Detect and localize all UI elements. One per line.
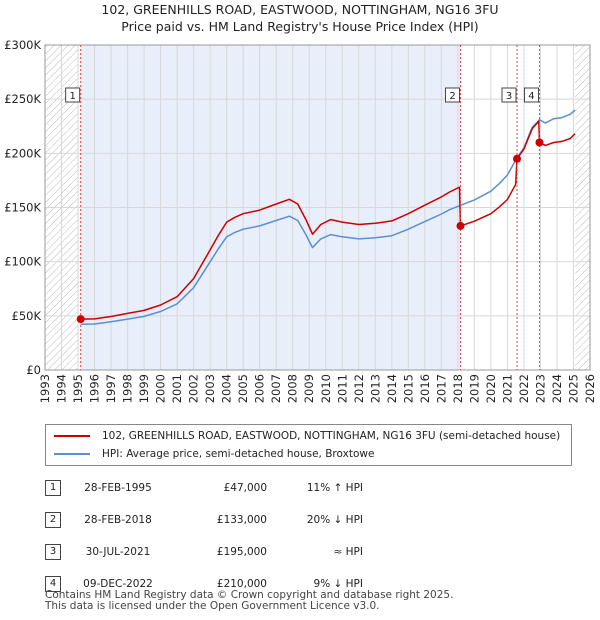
x-tick-label: 2013 (368, 374, 382, 403)
x-tick-label: 2011 (335, 374, 349, 403)
sale-number: 2 (45, 512, 61, 528)
sale-date: 09-DEC-2022 (83, 578, 153, 590)
sale-number: 4 (45, 576, 61, 592)
x-tick-label: 1999 (137, 374, 151, 403)
y-tick-label: £150K (4, 201, 41, 215)
footer-copyright: Contains HM Land Registry data © Crown c… (45, 589, 454, 601)
y-tick-label: £100K (4, 255, 41, 269)
x-tick-label: 1995 (71, 374, 85, 403)
sale-price: £210,000 (216, 578, 267, 590)
chart-title: 102, GREENHILLS ROAD, EASTWOOD, NOTTINGH… (101, 2, 499, 17)
sale-hpi: 20% ↓ HPI (306, 514, 363, 526)
sale-price: £133,000 (216, 514, 267, 526)
y-tick-label: £200K (4, 146, 41, 160)
sale-point (456, 221, 465, 230)
legend-swatch-price-paid (54, 435, 90, 437)
x-tick-label: 2015 (401, 374, 415, 403)
x-tick-label: 2024 (550, 374, 564, 403)
sale-price: £47,000 (223, 482, 267, 494)
x-tick-label: 1998 (121, 374, 135, 403)
x-tick-label: 2000 (154, 374, 168, 403)
sale-point (76, 315, 85, 324)
chart-subtitle: Price paid vs. HM Land Registry's House … (121, 19, 479, 34)
table-row: 1 28-FEB-1995 £47,000 11% ↑ HPI (45, 472, 363, 504)
x-tick-label: 2025 (566, 374, 580, 403)
x-tick-label: 2021 (500, 374, 514, 403)
x-tick-label: 2006 (253, 374, 267, 403)
x-tick-label: 1997 (104, 374, 118, 403)
x-tick-label: 1994 (55, 374, 69, 403)
x-tick-label: 2008 (286, 374, 300, 403)
x-tick-label: 2009 (302, 374, 316, 403)
sale-label-box (523, 87, 539, 103)
x-tick-label: 2004 (220, 374, 234, 403)
sale-label: 1 (69, 91, 75, 102)
x-tick-label: 2003 (203, 374, 217, 403)
x-tick-label: 2022 (517, 374, 531, 403)
footer: Contains HM Land Registry data © Crown c… (45, 590, 453, 612)
legend-label-hpi: HPI: Average price, semi-detached house,… (102, 448, 375, 460)
x-tick-label: 2016 (418, 374, 432, 403)
x-tick-label: 2012 (352, 374, 366, 403)
legend-label-price-paid: 102, GREENHILLS ROAD, EASTWOOD, NOTTINGH… (102, 430, 561, 442)
sale-label-box (65, 87, 81, 103)
x-tick-label: 2010 (319, 374, 333, 403)
x-tick-label: 2026 (583, 374, 597, 403)
sale-date: 28-FEB-2018 (84, 514, 152, 526)
sale-date: 28-FEB-1995 (84, 482, 152, 494)
x-tick-label: 1993 (38, 374, 52, 403)
sale-label-box (501, 87, 517, 103)
sale-point (513, 154, 522, 163)
x-tick-label: 2001 (170, 374, 184, 403)
sale-hpi: 9% ↓ HPI (313, 578, 363, 590)
x-tick-label: 2002 (187, 374, 201, 403)
sale-point (535, 138, 544, 147)
sale-number: 1 (45, 480, 61, 496)
plot-frame (44, 44, 591, 371)
y-tick-label: £50K (12, 309, 42, 323)
legend-swatch-hpi (54, 453, 90, 455)
sale-label: 3 (506, 91, 512, 102)
x-tick-label: 2005 (236, 374, 250, 403)
table-row: 3 30-JUL-2021 £195,000 ≈ HPI (45, 536, 363, 568)
y-tick-label: £300K (4, 38, 41, 52)
legend: 102, GREENHILLS ROAD, EASTWOOD, NOTTINGH… (45, 424, 572, 466)
sale-price: £195,000 (216, 546, 267, 558)
x-tick-label: 1996 (88, 374, 102, 403)
x-tick-label: 2017 (434, 374, 448, 403)
sale-label: 2 (449, 91, 455, 102)
series-line-price-paid (80, 120, 576, 320)
legend-item-hpi: HPI: Average price, semi-detached house,… (54, 446, 374, 462)
y-tick-label: £250K (4, 92, 41, 106)
x-tick-label: 2014 (385, 374, 399, 403)
sale-date: 30-JUL-2021 (85, 546, 151, 558)
legend-item-price-paid: 102, GREENHILLS ROAD, EASTWOOD, NOTTINGH… (54, 428, 560, 444)
x-tick-label: 2018 (451, 374, 465, 403)
sale-number: 3 (45, 544, 61, 560)
sale-label-box (445, 87, 461, 103)
x-tick-label: 2020 (484, 374, 498, 403)
x-tick-label: 2019 (467, 374, 481, 403)
footer-licence: This data is licensed under the Open Gov… (45, 600, 380, 612)
table-row: 2 28-FEB-2018 £133,000 20% ↓ HPI (45, 504, 363, 536)
table-row: 4 09-DEC-2022 £210,000 9% ↓ HPI (45, 568, 363, 600)
sale-hpi: ≈ HPI (333, 546, 363, 558)
x-tick-label: 2023 (533, 374, 547, 403)
y-tick-label: £0 (26, 363, 41, 377)
x-tick-label: 2007 (269, 374, 283, 403)
sale-hpi: 11% ↑ HPI (306, 482, 363, 494)
sale-label: 4 (528, 91, 534, 102)
sales-table: 1 28-FEB-1995 £47,000 11% ↑ HPI 2 28-FEB… (45, 472, 363, 600)
